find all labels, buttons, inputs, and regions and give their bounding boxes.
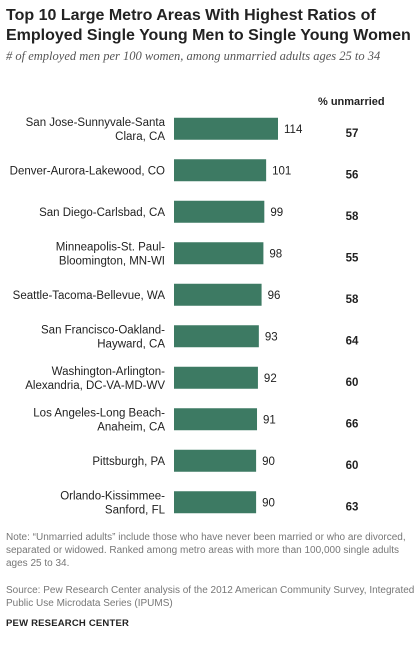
category-label: San Jose-Sunnyvale-Santa Clara, CA xyxy=(26,117,166,143)
bar-value-label: 98 xyxy=(269,248,282,260)
unmarried-column-header: % unmarried xyxy=(318,96,385,108)
unmarried-pct-label: 60 xyxy=(346,460,359,472)
bar-value-label: 96 xyxy=(268,290,281,302)
category-label: Washington-Arlington-Alexandria, DC-VA-M… xyxy=(25,366,165,392)
bar-chart: San Jose-Sunnyvale-Santa Clara, CA 114 57 De… xyxy=(10,117,359,517)
unmarried-pct-label: 58 xyxy=(346,211,359,223)
bar-value-label: 99 xyxy=(270,207,283,219)
bar-value-label: 114 xyxy=(284,124,303,136)
unmarried-pct-label: 60 xyxy=(346,377,359,389)
brand-logo-text: PEW RESEARCH CENTER xyxy=(6,618,130,629)
chart-note: Note: “Unmarried adults” include those w… xyxy=(6,532,406,569)
unmarried-pct-label: 57 xyxy=(346,128,359,140)
bar-value-label: 101 xyxy=(272,165,291,177)
chart-subtitle: # of employed men per 100 women, among u… xyxy=(6,49,381,63)
bar-value-label: 90 xyxy=(262,497,275,509)
category-label: Seattle-Tacoma-Bellevue, WA xyxy=(13,290,166,302)
bar xyxy=(174,283,262,306)
category-label: Orlando-Kissimmee-Sanford, FL xyxy=(60,490,165,516)
bar xyxy=(174,491,257,514)
bar-value-label: 93 xyxy=(265,331,278,343)
bar xyxy=(174,159,267,182)
unmarried-pct-label: 63 xyxy=(346,501,359,513)
unmarried-pct-label: 55 xyxy=(346,252,359,264)
unmarried-pct-label: 58 xyxy=(346,294,359,306)
unmarried-pct-label: 64 xyxy=(346,335,359,347)
chart-title: Top 10 Large Metro Areas With Highest Ra… xyxy=(6,7,411,44)
category-label: Minneapolis-St. Paul-Bloomington, MN-WI xyxy=(56,241,165,267)
bar xyxy=(174,242,264,265)
chart-source: Source: Pew Research Center analysis of … xyxy=(6,585,415,609)
category-label: Denver-Aurora-Lakewood, CO xyxy=(10,165,165,177)
bar-value-label: 90 xyxy=(262,456,275,468)
bar xyxy=(174,200,265,223)
bar-value-label: 91 xyxy=(263,414,276,426)
bar xyxy=(174,117,278,140)
category-label: San Francisco-Oakland-Hayward, CA xyxy=(41,324,165,350)
bar xyxy=(174,408,258,431)
bar-value-label: 92 xyxy=(264,373,277,385)
unmarried-pct-label: 66 xyxy=(346,418,359,430)
category-label: San Diego-Carlsbad, CA xyxy=(39,207,165,219)
unmarried-pct-label: 56 xyxy=(346,169,359,181)
bar xyxy=(174,325,259,348)
bar xyxy=(174,449,257,472)
bar xyxy=(174,366,258,389)
category-label: Pittsburgh, PA xyxy=(92,456,165,468)
category-label: Los Angeles-Long Beach-Anaheim, CA xyxy=(33,407,165,433)
